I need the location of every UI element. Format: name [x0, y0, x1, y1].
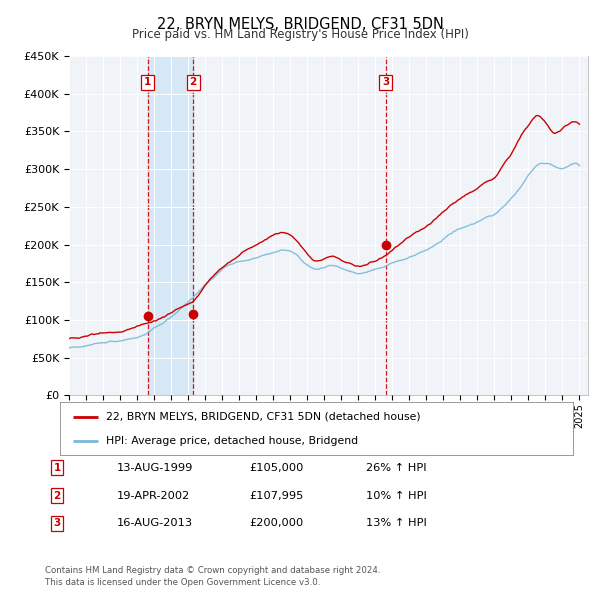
Text: 1: 1 — [53, 463, 61, 473]
Text: 2: 2 — [53, 491, 61, 500]
Text: 10% ↑ HPI: 10% ↑ HPI — [366, 491, 427, 500]
Text: HPI: Average price, detached house, Bridgend: HPI: Average price, detached house, Brid… — [106, 436, 358, 446]
Text: 22, BRYN MELYS, BRIDGEND, CF31 5DN: 22, BRYN MELYS, BRIDGEND, CF31 5DN — [157, 17, 443, 31]
Text: 16-AUG-2013: 16-AUG-2013 — [117, 519, 193, 528]
Text: £200,000: £200,000 — [249, 519, 303, 528]
Text: 1: 1 — [144, 77, 151, 87]
Text: Price paid vs. HM Land Registry's House Price Index (HPI): Price paid vs. HM Land Registry's House … — [131, 28, 469, 41]
Bar — [148, 56, 193, 395]
Text: 2: 2 — [190, 77, 197, 87]
Text: Contains HM Land Registry data © Crown copyright and database right 2024.
This d: Contains HM Land Registry data © Crown c… — [45, 566, 380, 587]
Text: 26% ↑ HPI: 26% ↑ HPI — [366, 463, 427, 473]
Text: 3: 3 — [382, 77, 389, 87]
Text: 19-APR-2002: 19-APR-2002 — [117, 491, 190, 500]
Text: £105,000: £105,000 — [249, 463, 304, 473]
Text: 13-AUG-1999: 13-AUG-1999 — [117, 463, 193, 473]
Text: 3: 3 — [53, 519, 61, 528]
Text: £107,995: £107,995 — [249, 491, 304, 500]
Text: 22, BRYN MELYS, BRIDGEND, CF31 5DN (detached house): 22, BRYN MELYS, BRIDGEND, CF31 5DN (deta… — [106, 412, 421, 422]
Text: 13% ↑ HPI: 13% ↑ HPI — [366, 519, 427, 528]
